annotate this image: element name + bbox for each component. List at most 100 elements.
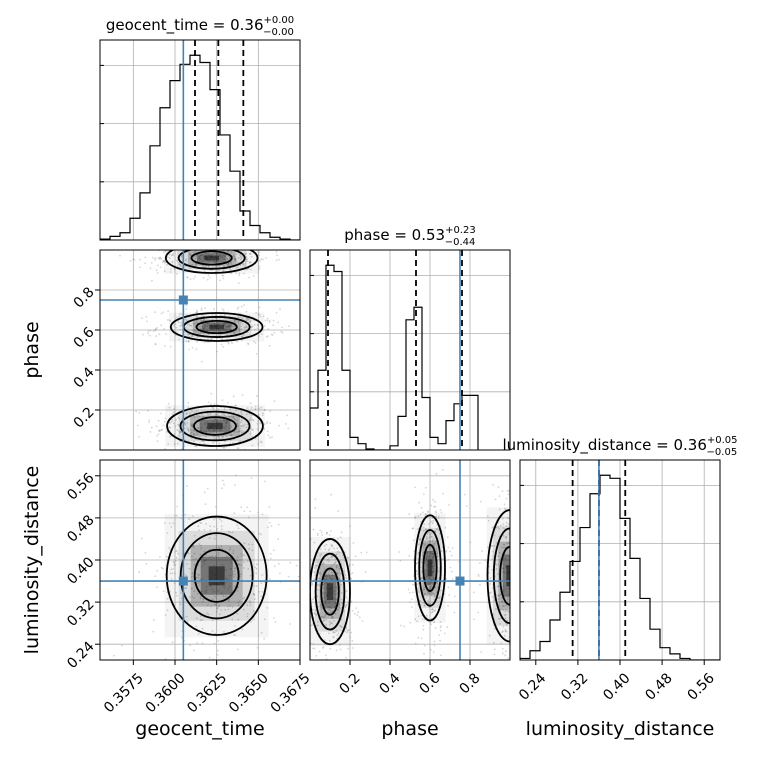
sample-point	[217, 328, 220, 330]
sample-point	[269, 436, 271, 439]
sample-point	[440, 589, 443, 592]
sample-point	[232, 255, 235, 257]
sample-point	[420, 576, 423, 579]
sample-point	[199, 442, 201, 444]
sample-point	[212, 420, 215, 423]
sample-point	[412, 575, 415, 577]
sample-point	[344, 574, 347, 577]
sample-point	[493, 599, 496, 602]
sample-point	[238, 563, 240, 566]
sample-point	[242, 567, 245, 569]
sample-point	[230, 434, 233, 436]
sample-point	[219, 418, 222, 420]
sample-point	[258, 335, 261, 337]
sample-point	[338, 670, 340, 672]
sample-point	[523, 595, 525, 597]
sample-point	[329, 609, 332, 612]
sample-point	[209, 426, 212, 429]
sample-point	[196, 242, 198, 244]
sample-point	[214, 261, 216, 263]
sample-point	[400, 624, 402, 627]
sample-point	[226, 334, 229, 336]
sample-point	[518, 662, 520, 664]
sample-point	[214, 261, 217, 264]
sample-point	[303, 574, 305, 576]
sample-point	[263, 480, 266, 483]
sample-point	[200, 319, 203, 322]
sample-point	[512, 637, 514, 639]
sample-point	[531, 563, 533, 565]
sample-point	[168, 421, 171, 424]
sample-point	[324, 592, 326, 595]
sample-point	[234, 404, 237, 406]
sample-point	[178, 263, 181, 266]
sample-point	[266, 607, 269, 609]
sample-point	[197, 525, 200, 528]
sample-point	[521, 558, 523, 560]
sample-point	[301, 328, 303, 330]
contour-0-2	[193, 548, 240, 603]
sample-point	[256, 427, 259, 429]
sample-point	[228, 427, 231, 429]
sample-point	[195, 309, 198, 312]
sample-point	[351, 572, 354, 574]
sample-point	[269, 552, 272, 555]
sample-point	[445, 550, 447, 553]
sample-point	[430, 532, 433, 535]
sample-point	[433, 593, 436, 595]
sample-point	[328, 534, 331, 536]
sample-point	[435, 540, 437, 543]
sample-point	[511, 547, 513, 549]
sample-point	[240, 258, 242, 261]
sample-point	[221, 412, 224, 415]
sample-point	[328, 592, 331, 595]
density-block	[164, 250, 260, 274]
sample-point	[514, 463, 516, 465]
sample-point	[157, 264, 159, 267]
sample-point	[419, 538, 422, 541]
sample-point	[440, 511, 443, 514]
y-tick-label-phase: 0.8	[71, 284, 98, 311]
sample-point	[430, 563, 433, 565]
sample-point	[325, 578, 328, 581]
sample-point	[200, 327, 203, 330]
grid	[100, 40, 300, 240]
sample-point	[245, 319, 247, 322]
sample-point	[253, 585, 256, 587]
sample-point	[154, 343, 157, 346]
sample-point	[249, 510, 252, 513]
density-block	[204, 255, 219, 261]
sample-point	[223, 322, 225, 325]
sample-point	[227, 250, 230, 253]
sample-point	[331, 616, 334, 619]
sample-point	[185, 587, 188, 589]
sample-point	[216, 528, 219, 530]
sample-point	[417, 582, 420, 585]
sample-point	[229, 269, 232, 272]
sample-point	[233, 320, 236, 322]
sample-point	[200, 426, 203, 428]
sample-point	[201, 590, 204, 593]
sample-point	[193, 277, 195, 280]
sample-point	[174, 243, 176, 245]
sample-point	[210, 571, 213, 574]
sample-point	[238, 274, 240, 277]
sample-point	[335, 629, 338, 632]
sample-point	[172, 560, 175, 563]
sample-point	[348, 565, 351, 567]
sample-point	[426, 552, 429, 555]
sample-point	[194, 434, 196, 436]
sample-point	[216, 248, 218, 250]
sample-point	[524, 557, 526, 559]
sample-point	[235, 428, 238, 431]
sample-point	[428, 592, 430, 595]
sample-point	[156, 569, 159, 572]
sample-point	[514, 536, 516, 538]
sample-point	[207, 613, 210, 616]
sample-point	[424, 569, 426, 571]
sample-point	[494, 608, 497, 611]
sample-point	[223, 324, 226, 326]
sample-point	[195, 315, 198, 318]
sample-point	[512, 612, 514, 614]
sample-point	[248, 600, 251, 602]
